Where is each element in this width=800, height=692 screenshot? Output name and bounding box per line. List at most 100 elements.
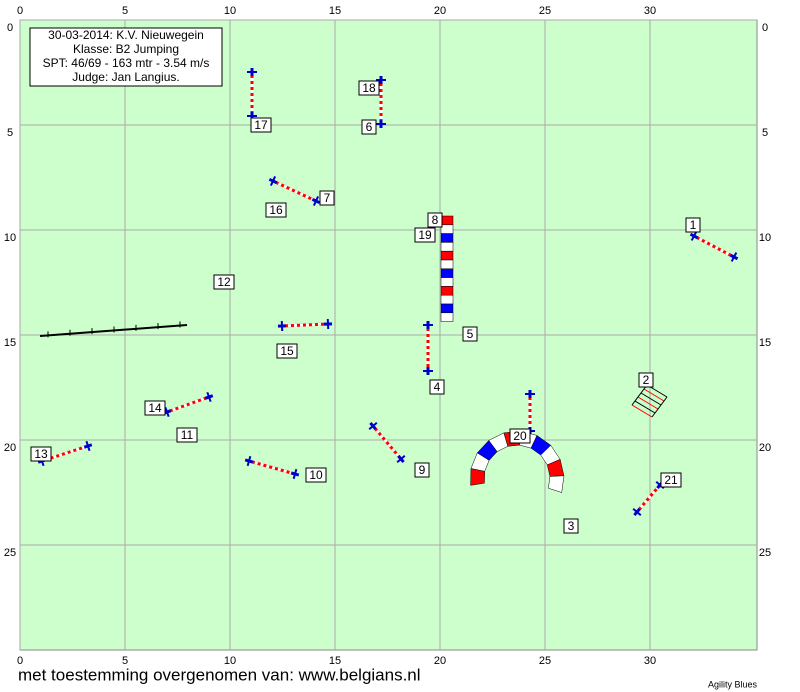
jump-pole: [693, 234, 735, 259]
y-tick-label: 15: [759, 337, 771, 349]
y-tick-label: 0: [762, 22, 768, 34]
jump-end: [290, 471, 300, 477]
x-tick-label: 20: [434, 655, 446, 667]
x-tick-label: 20: [434, 5, 446, 17]
obstacle-number: 10: [309, 468, 323, 482]
obstacle-label-box: [509, 428, 531, 444]
tunnel-segment: [548, 475, 565, 493]
jump-end: [689, 232, 699, 240]
obstacle-label-box: [563, 518, 579, 534]
tunnel-segment: [440, 215, 454, 226]
obstacle-number: 18: [362, 81, 376, 95]
tunnel-segment: [440, 303, 454, 314]
obstacle-number: 19: [418, 228, 432, 242]
tunnel-segment: [440, 286, 454, 296]
info-line: 30-03-2014: K.V. Nieuwegein: [48, 28, 204, 42]
obstacle-label-box: [660, 472, 682, 488]
obstacle-number: 17: [254, 118, 268, 132]
obstacle-label-box: [685, 217, 701, 233]
x-tick-label: 5: [122, 655, 128, 667]
obstacle-number: 3: [568, 519, 575, 533]
obstacle-label-box: [427, 212, 443, 228]
obstacle-label-box: [276, 343, 298, 359]
jump-pole: [371, 425, 403, 460]
weave-edge: [651, 396, 668, 418]
obstacle-number: 6: [366, 120, 373, 134]
jump-end: [204, 394, 214, 400]
obstacle-number: 8: [432, 213, 439, 227]
jump-pole: [635, 484, 662, 513]
info-line: Klasse: B2 Jumping: [73, 42, 179, 56]
jump-end: [369, 421, 377, 431]
obstacle-number: 21: [664, 473, 678, 487]
weave-slat: [640, 392, 662, 406]
x-tick-label: 15: [329, 5, 341, 17]
obstacle-number: 9: [419, 463, 426, 477]
x-tick-label: 30: [644, 5, 656, 17]
x-tick-label: 15: [329, 655, 341, 667]
obstacle-label-box: [462, 326, 478, 342]
obstacle-label-box: [144, 400, 166, 416]
brand: Agility Blues: [708, 679, 758, 689]
jump-pole: [248, 459, 296, 476]
obstacle-number: 16: [269, 203, 283, 217]
y-tick-label: 15: [4, 337, 16, 349]
x-tick-label: 5: [122, 5, 128, 17]
jump-end: [729, 253, 739, 261]
tunnel-segment: [440, 233, 454, 243]
y-tick-label: 25: [759, 547, 771, 559]
obstacle-label-box: [429, 379, 445, 395]
y-tick-label: 0: [7, 22, 13, 34]
y-tick-label: 10: [4, 232, 16, 244]
obstacle-label-box: [414, 227, 436, 243]
obstacle-label-box: [319, 190, 335, 206]
weave-edge: [631, 384, 648, 406]
obstacle-number: 20: [513, 429, 527, 443]
tunnel-segment: [440, 224, 454, 234]
obstacle-label-box: [250, 117, 272, 133]
jump-pole: [166, 395, 210, 414]
tunnel-segment: [440, 242, 454, 252]
tunnel-segment: [440, 312, 454, 322]
obstacle-number: 14: [148, 401, 162, 415]
obstacle-label-box: [30, 446, 52, 462]
obstacle-number: 5: [467, 327, 474, 341]
obstacle-number: 15: [280, 344, 294, 358]
obstacle-label-box: [414, 462, 430, 478]
obstacle-label-box: [305, 467, 327, 483]
obstacle-label-box: [176, 427, 198, 443]
obstacle-number: 4: [434, 380, 441, 394]
obstacle-number: 12: [217, 275, 231, 289]
jump-end: [397, 454, 405, 464]
y-tick-label: 10: [759, 232, 771, 244]
tunnel-segment: [440, 268, 454, 278]
obstacle-label-box: [358, 80, 380, 96]
jump-end: [83, 443, 93, 449]
jump-pole: [272, 179, 317, 203]
weave-slat: [643, 388, 665, 402]
jump-end: [633, 507, 641, 517]
credit: met toestemming overgenomen van: www.bel…: [18, 665, 421, 684]
obstacle-number: 1: [690, 218, 697, 232]
info-line: SPT: 46/69 - 163 mtr - 3.54 m/s: [43, 56, 210, 70]
tunnel-segment: [440, 277, 454, 287]
y-tick-label: 5: [762, 127, 768, 139]
obstacle-number: 11: [181, 428, 194, 442]
jump-end: [244, 458, 254, 464]
y-tick-label: 20: [4, 442, 16, 454]
info-line: Judge: Jan Langius.: [72, 70, 179, 84]
obstacle-label-box: [638, 372, 654, 388]
x-tick-label: 10: [224, 5, 236, 17]
y-tick-label: 5: [7, 127, 13, 139]
x-tick-label: 0: [17, 655, 23, 667]
x-tick-label: 25: [539, 655, 551, 667]
obstacle-label-box: [265, 202, 287, 218]
x-tick-label: 25: [539, 5, 551, 17]
obstacle-label-box: [213, 274, 235, 290]
obstacle-number: 7: [324, 191, 331, 205]
obstacle-label-box: [361, 119, 377, 135]
y-tick-label: 20: [759, 442, 771, 454]
